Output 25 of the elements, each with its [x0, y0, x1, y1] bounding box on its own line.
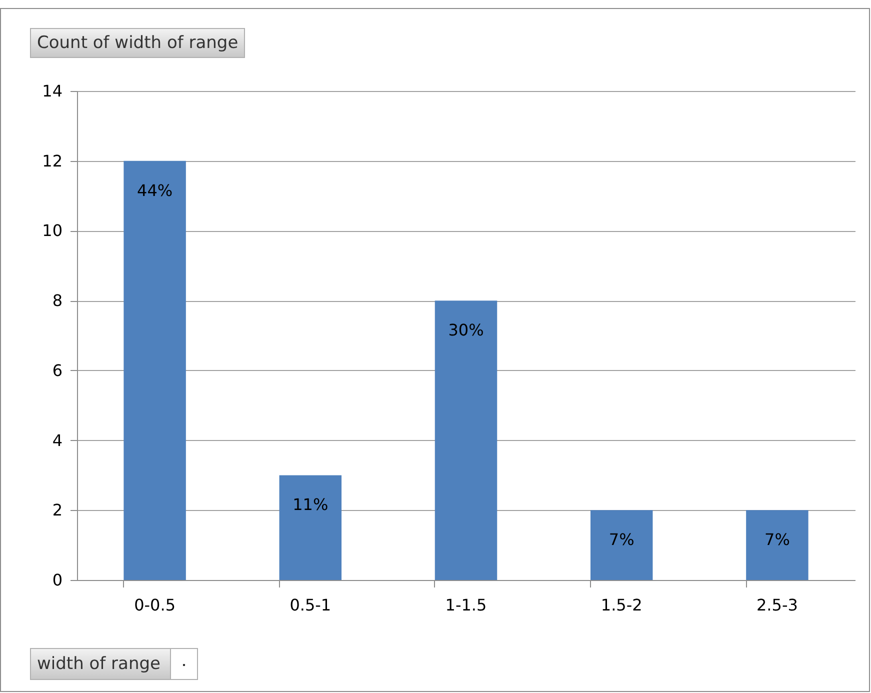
annotation: 30%	[448, 320, 484, 340]
x-axis-title: width of range	[37, 654, 160, 674]
y-tick-label: 12	[42, 151, 62, 170]
y-tick-label: 14	[42, 82, 62, 100]
y-tick-label: 10	[42, 221, 62, 240]
y-tick-label: 6	[52, 360, 62, 380]
bar	[434, 300, 498, 580]
bar	[124, 160, 186, 580]
bar	[590, 510, 653, 580]
annotation: 7%	[608, 530, 634, 550]
bar	[279, 475, 342, 580]
x-tick-label: 1-1.5	[445, 596, 487, 614]
annotation: 11%	[292, 495, 328, 514]
y-tick-label: 4	[52, 430, 62, 450]
x-tick-label: 2.5-3	[756, 596, 798, 614]
x-tick-label: 1.5-2	[600, 596, 642, 614]
y-tick-label: 2	[52, 500, 62, 520]
x-tick-label: 0.5-1	[290, 596, 332, 614]
y-tick-label: 0	[52, 570, 62, 590]
bar	[746, 510, 808, 580]
x-tick-label: 0-0.5	[134, 596, 176, 614]
chart-title: Count of width of range	[30, 28, 246, 58]
y-tick-label: 8	[52, 291, 62, 310]
annotation: 44%	[137, 180, 173, 200]
annotation: 7%	[764, 530, 790, 550]
